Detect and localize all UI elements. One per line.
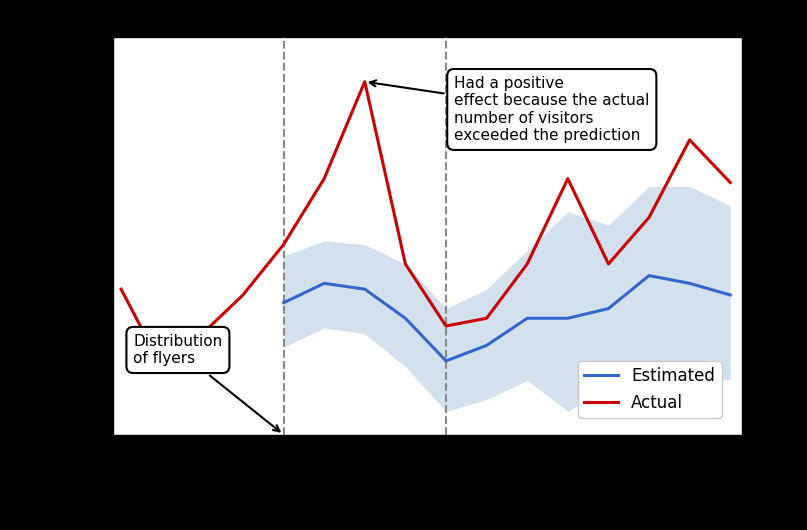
Legend: Estimated, Actual: Estimated, Actual (578, 360, 721, 418)
Text: Had a positive
effect because the actual
number of visitors
exceeded the predict: Had a positive effect because the actual… (370, 76, 650, 143)
Text: Distribution
of flyers: Distribution of flyers (133, 334, 279, 431)
